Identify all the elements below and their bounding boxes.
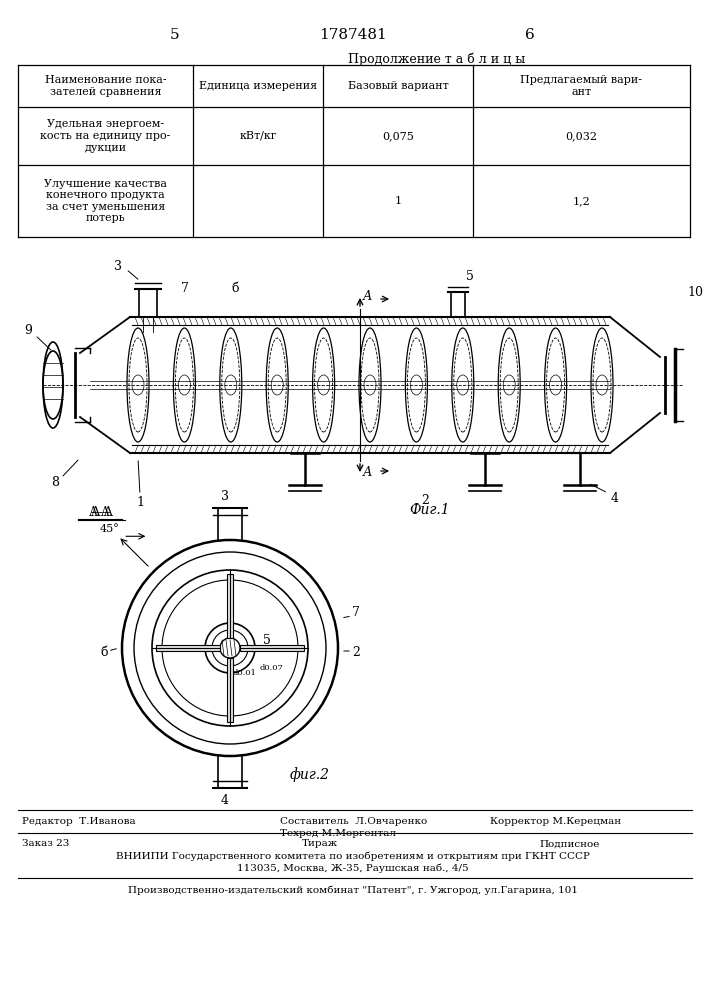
Text: А: А xyxy=(363,466,373,480)
Text: А-А: А-А xyxy=(90,506,114,520)
Text: б: б xyxy=(100,647,107,660)
Text: Техред М.Моргентал: Техред М.Моргентал xyxy=(280,829,396,838)
Text: Наименование пока-
зателей сравнения: Наименование пока- зателей сравнения xyxy=(45,75,166,97)
Text: Составитель  Л.Овчаренко: Составитель Л.Овчаренко xyxy=(280,817,427,826)
Text: 7: 7 xyxy=(181,282,189,296)
Text: 5: 5 xyxy=(170,28,180,42)
Text: 1: 1 xyxy=(136,496,144,510)
Text: ВНИИПИ Государственного комитета по изобретениям и открытиям при ГКНТ СССР: ВНИИПИ Государственного комитета по изоб… xyxy=(116,851,590,861)
Text: 3: 3 xyxy=(221,489,229,502)
Text: Предлагаемый вари-
ант: Предлагаемый вари- ант xyxy=(520,75,643,97)
Text: 1: 1 xyxy=(395,196,402,206)
Text: 2: 2 xyxy=(352,647,360,660)
Text: Корректор М.Керецман: Корректор М.Керецман xyxy=(490,818,621,826)
FancyBboxPatch shape xyxy=(227,658,233,722)
Text: 4: 4 xyxy=(611,491,619,504)
Text: 5: 5 xyxy=(466,270,474,284)
Text: кВт/кг: кВт/кг xyxy=(239,131,276,141)
Text: А-А: А-А xyxy=(89,506,111,520)
FancyBboxPatch shape xyxy=(240,645,304,651)
Text: 10: 10 xyxy=(687,286,703,298)
Text: Удельная энергоем-
кость на единицу про-
дукции: Удельная энергоем- кость на единицу про-… xyxy=(40,119,170,153)
Text: б: б xyxy=(231,282,239,296)
Text: 8: 8 xyxy=(51,477,59,489)
Text: фиг.2: фиг.2 xyxy=(290,768,330,782)
Text: Фиг.1: Фиг.1 xyxy=(409,503,450,517)
Text: 113035, Москва, Ж-35, Раушская наб., 4/5: 113035, Москва, Ж-35, Раушская наб., 4/5 xyxy=(237,863,469,873)
Text: А: А xyxy=(363,290,373,304)
Text: Единица измерения: Единица измерения xyxy=(199,81,317,91)
Text: Производственно-издательский комбинат "Патент", г. Ужгород, ул.Гагарина, 101: Производственно-издательский комбинат "П… xyxy=(128,885,578,895)
Text: Тираж: Тираж xyxy=(302,840,338,848)
FancyBboxPatch shape xyxy=(227,574,233,638)
Text: Базовый вариант: Базовый вариант xyxy=(348,81,448,91)
Text: 3: 3 xyxy=(114,260,122,273)
Text: Продолжение т а б л и ц ы: Продолжение т а б л и ц ы xyxy=(348,52,525,66)
Text: Редактор  Т.Иванова: Редактор Т.Иванова xyxy=(22,818,136,826)
Text: d0.07: d0.07 xyxy=(260,664,284,672)
Text: 7: 7 xyxy=(352,606,360,619)
Text: 0,075: 0,075 xyxy=(382,131,414,141)
Text: Подписное: Подписное xyxy=(540,840,600,848)
Text: 4: 4 xyxy=(221,794,229,806)
Text: 2: 2 xyxy=(421,494,429,508)
Text: 5: 5 xyxy=(263,634,271,647)
FancyBboxPatch shape xyxy=(156,645,220,651)
Text: 1,2: 1,2 xyxy=(573,196,590,206)
Text: 1787481: 1787481 xyxy=(319,28,387,42)
Text: 0,032: 0,032 xyxy=(566,131,597,141)
Text: 45°: 45° xyxy=(100,524,119,534)
Text: 9: 9 xyxy=(24,324,32,336)
Text: Заказ 23: Заказ 23 xyxy=(22,840,69,848)
Text: d0.01: d0.01 xyxy=(233,669,257,677)
Text: 6: 6 xyxy=(525,28,535,42)
Text: Улучшение качества
конечного продукта
за счет уменьшения
потерь: Улучшение качества конечного продукта за… xyxy=(44,179,167,223)
